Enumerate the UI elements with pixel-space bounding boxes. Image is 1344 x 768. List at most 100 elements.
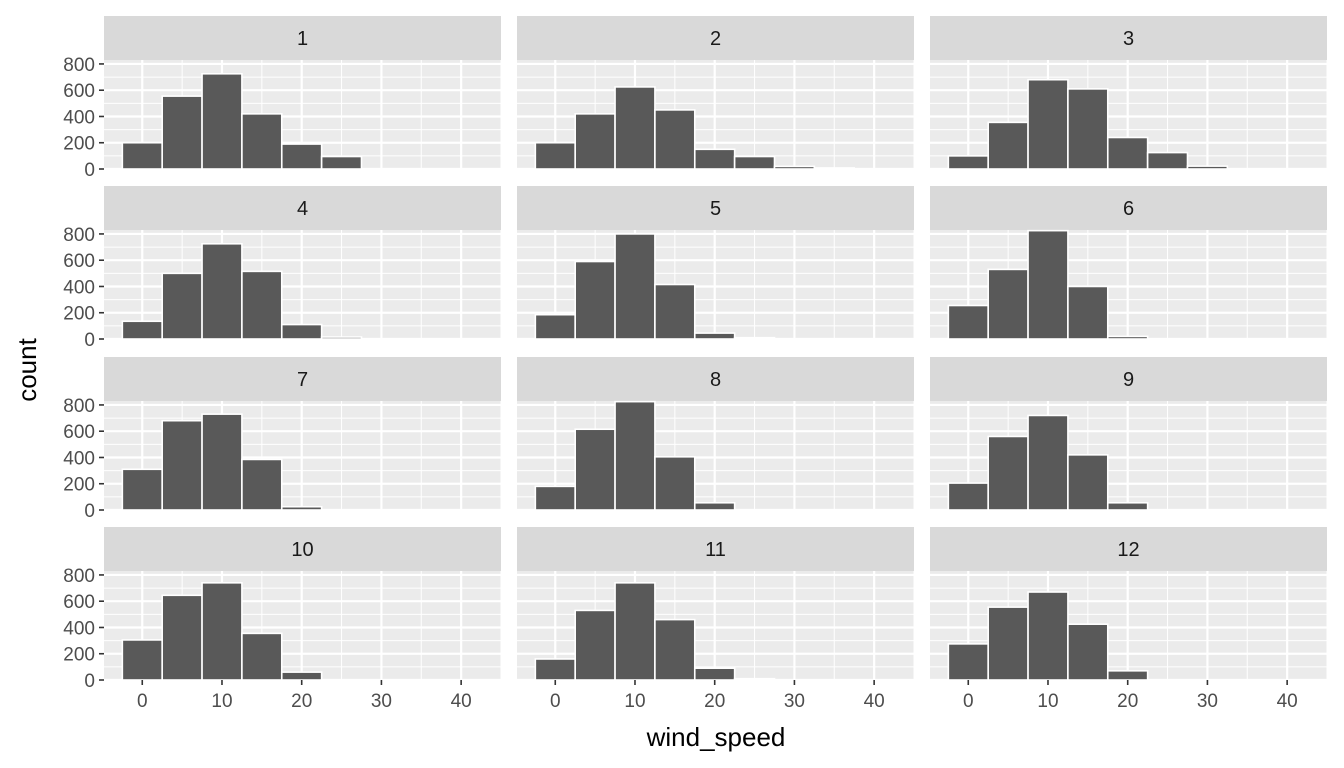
histogram-bar	[693, 667, 736, 681]
histogram-bar	[241, 270, 283, 340]
histogram-bar	[1146, 151, 1189, 170]
histogram-bar	[574, 113, 616, 170]
histogram-bar	[1186, 165, 1229, 170]
y-tick-label: 200	[63, 475, 95, 496]
histogram-bar	[987, 121, 1029, 170]
facet-panel-4: 4 0 200 400 600 800	[63, 186, 502, 351]
histogram-bar	[947, 155, 989, 170]
x-tick-label: 20	[704, 691, 725, 712]
y-tick-label: 400	[63, 618, 95, 639]
histogram-bar	[733, 677, 776, 681]
histogram-bar	[1067, 88, 1109, 170]
x-tick-label: 0	[137, 691, 148, 712]
histogram-bar	[161, 419, 203, 511]
histogram-bar	[280, 323, 323, 340]
x-tick-label: 0	[550, 691, 561, 712]
histogram-bar	[733, 336, 776, 340]
histogram-bar	[693, 148, 736, 170]
histogram-bar	[241, 632, 283, 681]
facet-strip	[517, 527, 914, 571]
facet-strip-label: 5	[710, 198, 721, 220]
facet-panel-10: 10 0 200 400 600 800 0 10 20 30 40	[63, 527, 502, 712]
y-tick-label: 600	[63, 592, 95, 613]
x-tick-label: 20	[291, 691, 312, 712]
y-tick-label: 400	[63, 277, 95, 298]
x-tick-label: 40	[451, 691, 472, 712]
y-tick-label: 800	[63, 566, 95, 587]
histogram-bar	[947, 643, 989, 681]
histogram-bar	[693, 501, 736, 511]
facet-strip-label: 6	[1123, 198, 1134, 220]
facet-panel-5: 5	[517, 186, 915, 341]
histogram-bar	[534, 485, 576, 511]
histogram-bar	[1106, 136, 1149, 170]
facet-panel-2: 2	[517, 16, 915, 171]
histogram-bar	[614, 582, 656, 681]
histogram-bar	[1106, 335, 1149, 340]
facet-strip	[517, 16, 914, 60]
histogram-bar	[121, 320, 163, 340]
facet-panel-1: 1 0 200 400 600 800	[63, 16, 502, 181]
histogram-bar	[201, 242, 243, 340]
histogram-bar	[574, 609, 616, 681]
histogram-bar	[161, 594, 203, 681]
y-axis-title: count	[12, 337, 42, 401]
histogram-bar	[654, 618, 696, 681]
histogram-bar	[241, 458, 283, 511]
histogram-bar	[1067, 623, 1109, 681]
histogram-bar	[161, 95, 203, 170]
x-tick-label: 10	[211, 691, 232, 712]
histogram-bar	[1106, 670, 1149, 681]
histogram-bar	[987, 268, 1029, 340]
facet-strip	[104, 527, 501, 571]
facet-strip-label: 2	[710, 28, 721, 50]
x-tick-label: 0	[963, 691, 974, 712]
histogram-bar	[280, 505, 323, 511]
histogram-bar	[1027, 414, 1069, 511]
x-axis-title: wind_speed	[646, 722, 786, 752]
y-tick-label: 800	[63, 225, 95, 246]
facet-strip-label: 7	[297, 369, 308, 391]
y-tick-label: 800	[63, 396, 95, 417]
facet-panel-12: 12 0 10 20 30 40	[930, 527, 1328, 712]
facet-strip-label: 9	[1123, 369, 1134, 391]
histogram-bar	[654, 109, 696, 170]
y-tick-label: 200	[63, 645, 95, 666]
facet-panel-3: 3	[930, 16, 1328, 171]
y-tick-label: 600	[63, 251, 95, 272]
y-tick-label: 600	[63, 81, 95, 102]
histogram-bar	[201, 72, 243, 170]
facet-panel-9: 9	[930, 357, 1328, 512]
histogram-bar	[1027, 78, 1069, 170]
histogram-bar	[280, 671, 323, 681]
histogram-bar	[534, 658, 576, 681]
histogram-bar	[201, 413, 243, 511]
histogram-bar	[121, 468, 163, 511]
facet-strip	[517, 186, 914, 230]
y-tick-label: 400	[63, 448, 95, 469]
histogram-bar	[201, 582, 243, 681]
facet-panel-7: 7 0 200 400 600 800	[63, 357, 502, 522]
histogram-bar	[121, 639, 163, 681]
histogram-bar	[1106, 501, 1149, 511]
facet-strip	[930, 16, 1327, 60]
facet-panel-11: 11 0 10 20 30 40	[517, 527, 915, 712]
x-tick-label: 10	[1037, 691, 1058, 712]
histogram-bar	[241, 113, 283, 170]
x-tick-label: 10	[624, 691, 645, 712]
facet-strip-label: 12	[1117, 539, 1139, 561]
facet-strip-label: 10	[291, 539, 313, 561]
y-tick-label: 0	[84, 330, 95, 351]
x-tick-label: 40	[1277, 691, 1298, 712]
x-tick-label: 20	[1117, 691, 1138, 712]
histogram-bar	[534, 141, 576, 170]
facet-strip	[104, 357, 501, 401]
histogram-bar	[614, 233, 656, 340]
y-tick-label: 0	[84, 671, 95, 692]
y-tick-label: 400	[63, 107, 95, 128]
x-tick-label: 40	[864, 691, 885, 712]
histogram-bar	[947, 304, 989, 340]
histogram-bar	[1067, 285, 1109, 340]
histogram-bar	[161, 272, 203, 340]
x-tick-label: 30	[784, 691, 805, 712]
